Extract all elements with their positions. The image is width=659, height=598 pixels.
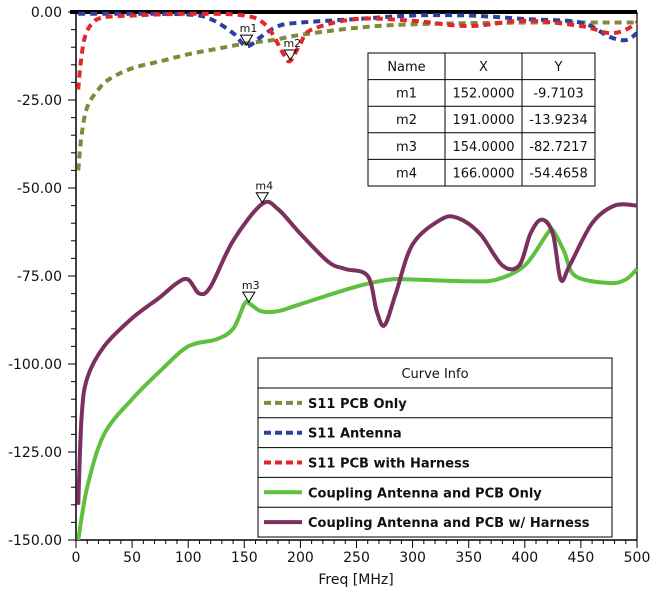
table-cell: -82.7217 bbox=[529, 140, 587, 155]
table-cell: -9.7103 bbox=[533, 87, 583, 102]
marker-label-m4: m4 bbox=[255, 180, 273, 193]
marker-table: Name X Ym1 152.0000 -9.7103 m2 191.0000 -13.923… bbox=[367, 52, 596, 187]
table-header-cell: X bbox=[479, 60, 488, 75]
y-tick-label: -150.00 bbox=[8, 533, 62, 549]
y-tick-label: -75.00 bbox=[17, 269, 62, 285]
legend-entry: Coupling Antenna and PCB w/ Harness bbox=[308, 516, 590, 531]
legend-entry: Coupling Antenna and PCB Only bbox=[308, 486, 542, 501]
x-tick-label: 0 bbox=[72, 550, 81, 566]
y-tick-label: -25.00 bbox=[17, 93, 62, 109]
table-cell: 152.0000 bbox=[452, 87, 514, 102]
table-cell: 191.0000 bbox=[452, 113, 514, 128]
table-cell: m4 bbox=[396, 166, 417, 181]
x-axis-title: Freq [MHz] bbox=[318, 572, 393, 588]
table-cell: -54.4658 bbox=[529, 166, 587, 181]
x-tick-label: 250 bbox=[343, 550, 370, 566]
curves bbox=[76, 11, 639, 541]
marker-triangle-m3 bbox=[241, 291, 256, 304]
table-cell: m1 bbox=[396, 87, 417, 102]
legend-entry: S11 PCB with Harness bbox=[308, 457, 470, 472]
marker-label-m2: m2 bbox=[283, 37, 301, 50]
x-tick-label: 100 bbox=[175, 550, 202, 566]
y-tick-label: -125.00 bbox=[8, 445, 62, 461]
table-cell: -13.9234 bbox=[529, 113, 587, 128]
marker-triangle-m4 bbox=[255, 192, 270, 204]
legend: Curve Info S11 PCB Only S11 Antenna S11 PCB… bbox=[257, 357, 613, 538]
table-cell: 154.0000 bbox=[452, 140, 514, 155]
series-line-3 bbox=[76, 226, 639, 541]
legend-title: Curve Info bbox=[401, 367, 468, 382]
markers: m1 m2 m3 m4 bbox=[239, 22, 301, 304]
marker-triangle-m2 bbox=[283, 49, 298, 61]
legend-entry: S11 PCB Only bbox=[308, 397, 407, 412]
x-tick-label: 150 bbox=[231, 550, 258, 566]
table-border bbox=[367, 52, 596, 187]
y-tick-label: 0.00 bbox=[31, 5, 62, 21]
marker-label-m1: m1 bbox=[240, 22, 258, 35]
marker-label-m3: m3 bbox=[242, 279, 260, 292]
table-header-cell: Y bbox=[554, 60, 563, 75]
y-tick-label: -50.00 bbox=[17, 181, 62, 197]
legend-entry: S11 Antenna bbox=[308, 427, 402, 442]
series-line-0 bbox=[76, 20, 638, 171]
y-tick-label: -100.00 bbox=[8, 357, 62, 373]
x-tick-label: 350 bbox=[455, 550, 482, 566]
x-tick-label: 50 bbox=[123, 550, 141, 566]
x-tick-label: 450 bbox=[568, 550, 595, 566]
marker-triangle-m1 bbox=[239, 34, 254, 47]
series-line-4 bbox=[76, 199, 638, 505]
x-tick-label: 500 bbox=[624, 550, 651, 566]
x-tick-label: 200 bbox=[287, 550, 314, 566]
table-cell: m2 bbox=[396, 113, 417, 128]
table-cell: m3 bbox=[396, 140, 417, 155]
table-header-cell: Name bbox=[387, 60, 425, 75]
x-tick-label: 300 bbox=[399, 550, 426, 566]
x-tick-label: 400 bbox=[511, 550, 538, 566]
series-line-1 bbox=[78, 11, 639, 49]
table-cell: 166.0000 bbox=[452, 166, 514, 181]
